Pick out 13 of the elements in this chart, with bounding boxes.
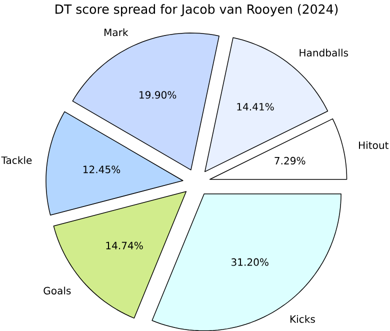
chart-title: DT score spread for Jacob van Rooyen (2024) (56, 4, 338, 16)
data-label: 19.90% (140, 91, 176, 99)
slice-label: Hitout (359, 141, 389, 149)
data-label: 14.41% (237, 102, 274, 110)
slice-label: Kicks (290, 315, 315, 323)
data-label: 14.74% (106, 242, 143, 250)
slice-label: Handballs (300, 48, 348, 56)
data-label: 7.29% (274, 156, 306, 164)
data-label: 31.20% (231, 258, 268, 266)
slice-label: Mark (104, 28, 128, 36)
slice-label: Tackle (1, 156, 32, 164)
slice-label: Goals (44, 286, 71, 294)
data-label: 12.45% (83, 166, 120, 174)
